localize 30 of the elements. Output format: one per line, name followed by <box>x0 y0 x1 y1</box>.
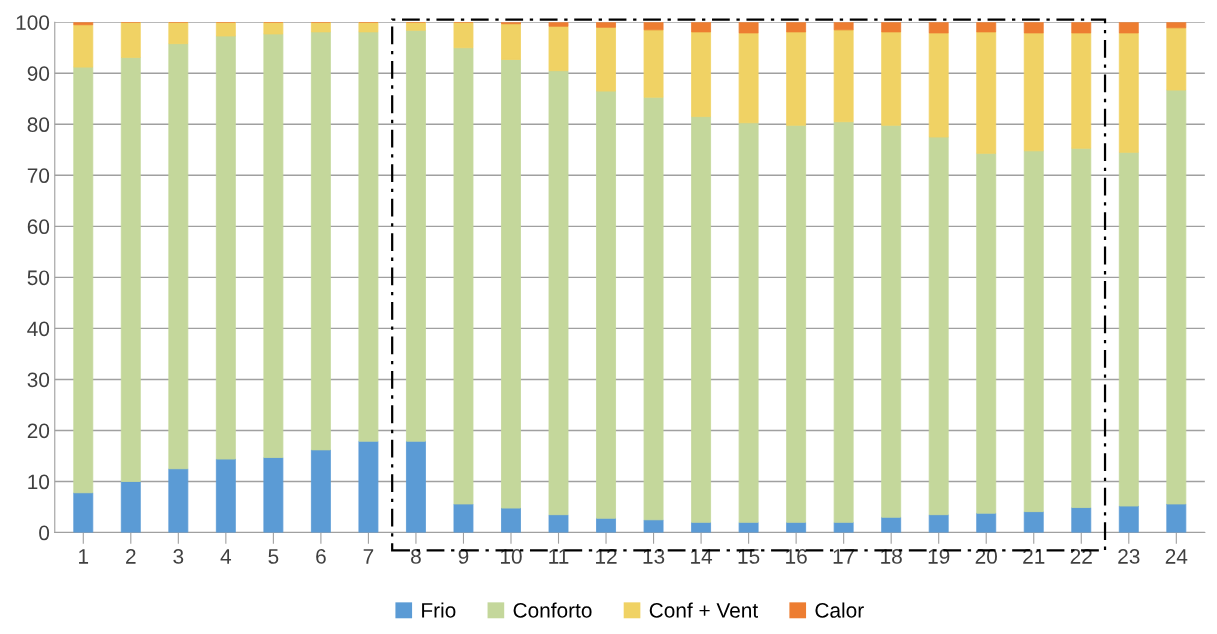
y-tick-label: 20 <box>27 423 50 439</box>
x-tick-label: 6 <box>316 549 326 564</box>
x-tick-label: 23 <box>1118 549 1140 564</box>
y-tick-label: 50 <box>27 270 50 286</box>
x-tick-label: 3 <box>173 549 184 564</box>
y-tick-label: 80 <box>27 117 50 133</box>
y-tick-label: 10 <box>28 474 50 490</box>
legend-label: Conforto <box>513 602 592 618</box>
y-tick-label: 0 <box>39 525 50 541</box>
y-tick-label: 60 <box>27 219 50 235</box>
y-tick-label: 90 <box>27 66 50 81</box>
legend-label: Frio <box>422 602 456 618</box>
x-tick-label: 5 <box>268 549 279 564</box>
x-tick-label: 14 <box>691 549 713 564</box>
x-tick-label: 8 <box>411 549 421 564</box>
x-tick-label: 10 <box>500 549 522 564</box>
x-tick-label: 11 <box>549 549 569 564</box>
legend-label: Calor <box>815 602 864 618</box>
x-tick-label: 16 <box>786 549 807 564</box>
x-tick-label: 1 <box>79 549 89 564</box>
y-tick-label: 70 <box>27 168 50 184</box>
y-tick-label: 100 <box>16 15 50 30</box>
x-tick-label: 24 <box>1165 549 1188 564</box>
x-tick-label: 4 <box>220 549 232 564</box>
x-tick-label: 2 <box>126 549 136 564</box>
legend-label: Conf + Vent <box>649 602 758 618</box>
y-tick-label: 30 <box>27 372 50 388</box>
y-tick-label: 40 <box>27 321 50 337</box>
x-tick-label: 7 <box>363 549 374 564</box>
x-tick-label: 19 <box>928 549 950 564</box>
